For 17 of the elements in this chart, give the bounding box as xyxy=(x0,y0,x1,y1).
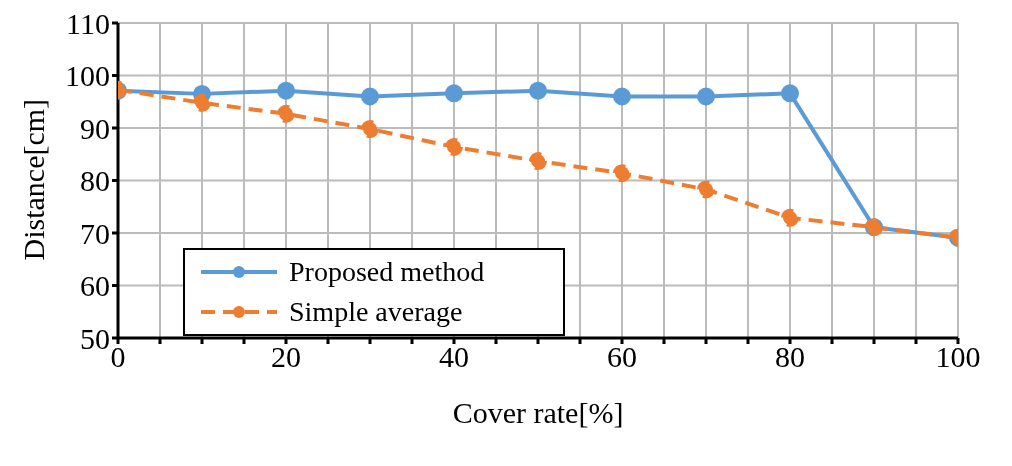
x-tick-label: 60 xyxy=(607,340,637,374)
y-tick-label: 50 xyxy=(80,321,110,355)
x-tick-label: 80 xyxy=(775,340,805,374)
y-tick-label: 100 xyxy=(65,59,110,93)
y-tick-label: 70 xyxy=(80,216,110,250)
x-axis-title: Cover rate[%] xyxy=(452,396,624,429)
x-tick-label: 20 xyxy=(271,340,301,374)
y-tick-label: 80 xyxy=(80,164,110,198)
legend-label: Simple average xyxy=(289,296,463,328)
x-tick-label: 40 xyxy=(439,340,469,374)
y-tick-label: 90 xyxy=(80,111,110,145)
y-tick-label: 110 xyxy=(66,6,110,40)
legend-label: Proposed method xyxy=(289,256,485,288)
x-tick-label: 0 xyxy=(110,340,126,374)
x-tick-label: 100 xyxy=(935,340,981,374)
y-axis-title: Distance[cm] xyxy=(16,98,50,261)
y-tick-label: 60 xyxy=(80,269,110,303)
